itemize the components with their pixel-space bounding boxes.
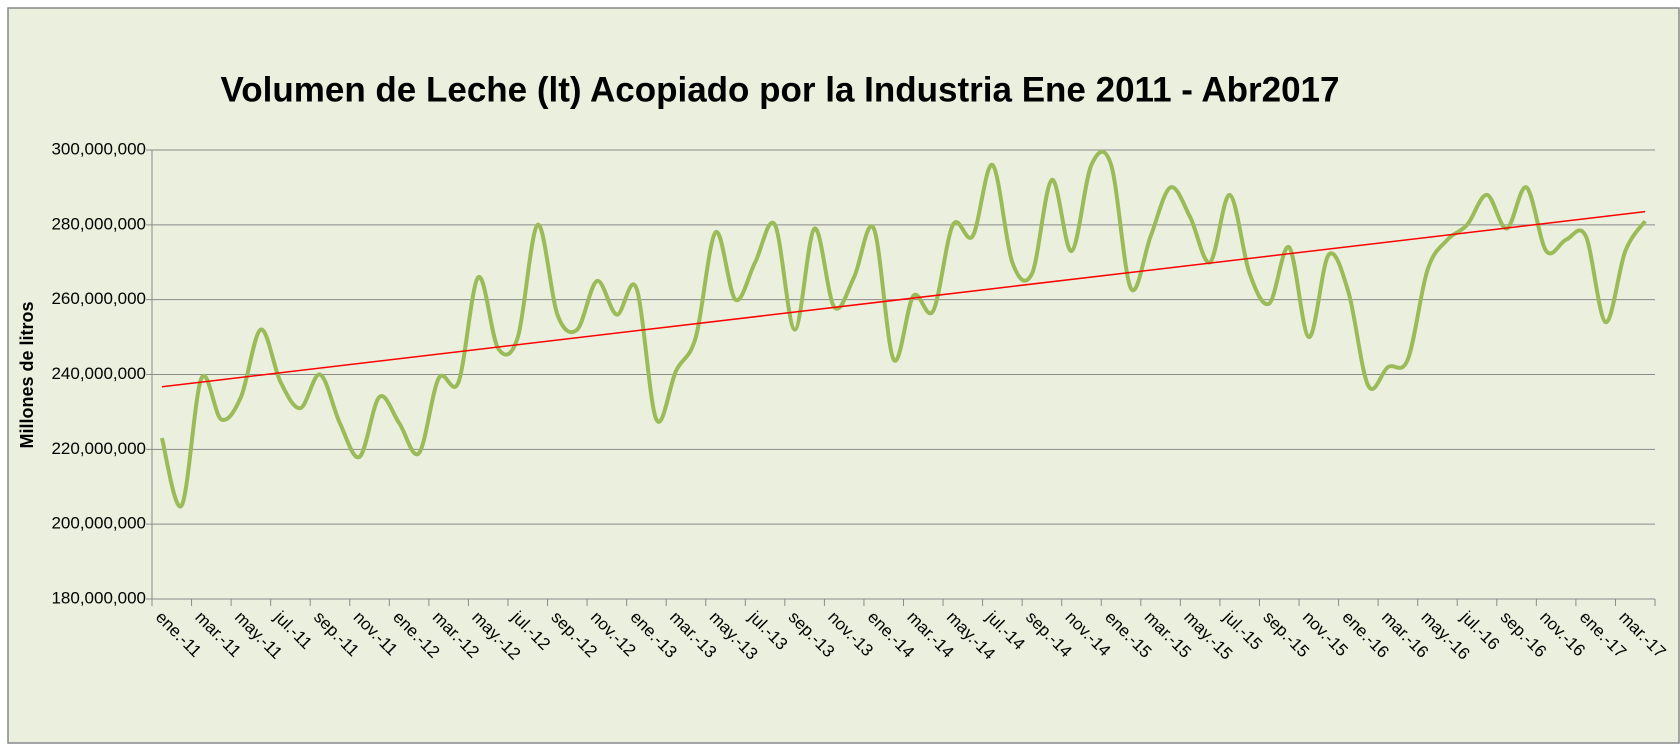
y-axis-label: Millones de litros [17, 301, 37, 448]
y-tick-label: 260,000,000 [51, 289, 146, 308]
y-tick-label: 300,000,000 [51, 139, 146, 158]
y-tick-label: 200,000,000 [51, 514, 146, 533]
data-line [159, 149, 1647, 509]
chart-title: Volumen de Leche (lt) Acopiado por la In… [221, 70, 1340, 109]
y-tick-label: 220,000,000 [51, 439, 146, 458]
y-tick-label: 280,000,000 [51, 214, 146, 233]
chart-background [7, 7, 1680, 744]
y-tick-label: 180,000,000 [51, 588, 146, 607]
y-tick-label: 240,000,000 [51, 364, 146, 383]
trend-line [161, 210, 1646, 388]
